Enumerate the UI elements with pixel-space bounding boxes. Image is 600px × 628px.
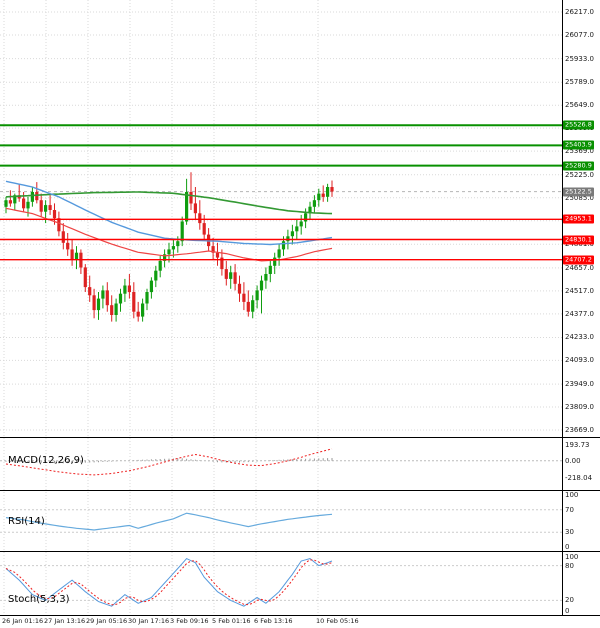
rsi-indicator-label: RSI(14) [8,516,45,527]
stoch-indicator-label: Stoch(5,3,3) [8,594,70,605]
macd-indicator-label: MACD(12,26,9) [8,455,84,466]
